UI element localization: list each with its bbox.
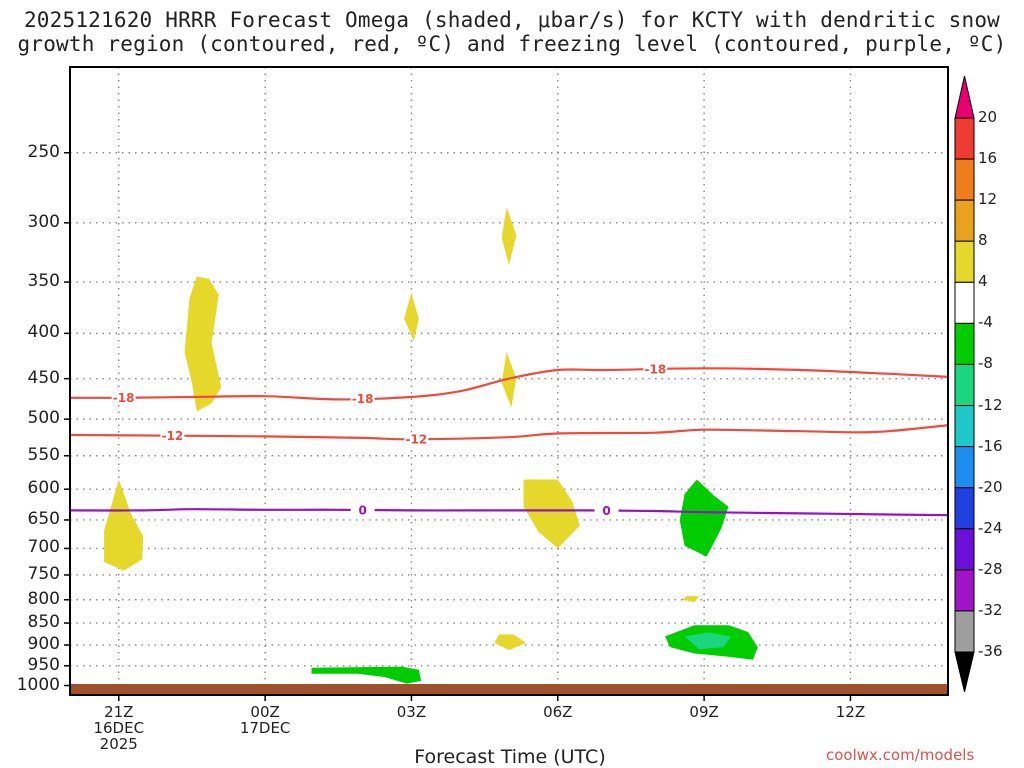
credit-link[interactable]: coolwx.com/models xyxy=(826,746,975,764)
y-tick-label-250: 250 xyxy=(27,141,60,162)
freezing-level-label-0: 0 xyxy=(358,503,366,517)
colorbar-bin-16-to-20 xyxy=(954,117,975,160)
colorbar-bin--8-to--4 xyxy=(954,322,975,365)
colorbar-label-16: 16 xyxy=(978,149,998,168)
colorbar-bin--24-to--20 xyxy=(954,487,975,530)
y-tick-label-500: 500 xyxy=(27,408,60,429)
omega-sink-core-875-910 xyxy=(684,632,731,650)
dgz-minus18-label-0: -18 xyxy=(113,391,135,405)
y-tick-label-900: 900 xyxy=(27,634,60,655)
freezing-level-line xyxy=(70,508,948,517)
colorbar-bin--20-to--16 xyxy=(954,446,975,489)
colorbar-label-12: 12 xyxy=(978,190,998,209)
colorbar-bin--4-to-4 xyxy=(954,281,975,324)
y-tick-label-800: 800 xyxy=(27,588,60,609)
freezing-level-label-1: 0 xyxy=(602,504,610,518)
colorbar-bin--36-to--32 xyxy=(954,610,975,653)
contour-lines: -18 -18 -18 -12 -12 0 0 xyxy=(70,362,948,518)
dgz-minus18-line xyxy=(70,367,948,401)
colorbar-bin--12-to--8 xyxy=(954,363,975,407)
x-tick-label-03Z: 03Z xyxy=(371,704,451,720)
dgz-minus12-label-bg xyxy=(160,428,185,443)
omega-rise-585-700 xyxy=(523,479,580,549)
omega-rise-365-410 xyxy=(404,292,419,341)
omega-rise-600-740 xyxy=(104,479,144,571)
colorbar-label--20: -20 xyxy=(978,477,1003,496)
colorbar-label-20: 20 xyxy=(978,108,998,126)
dgz-minus18-label-bg xyxy=(111,390,136,405)
x-tick-label-06Z: 06Z xyxy=(518,704,598,720)
omega-rise-420-485 xyxy=(501,352,517,408)
y-tick-label-300: 300 xyxy=(27,211,60,232)
y-tick-label-1000: 1000 xyxy=(16,674,60,695)
chart-title-line-1: 2025121620 HRRR Forecast Omega (shaded, … xyxy=(23,8,1001,32)
omega-sink-585-715 xyxy=(679,479,729,557)
x-tick-label-line: 2025 xyxy=(99,735,138,753)
omega-rise-870-910 xyxy=(494,634,527,651)
dgz-minus12-label-0: -12 xyxy=(162,429,184,443)
freezing-level-label-bg xyxy=(350,502,375,517)
colorbar-label--12: -12 xyxy=(978,395,1003,414)
chart-title-line-2: growth region (contoured, red, ºC) and f… xyxy=(17,32,1007,56)
dgz-minus18-label-1: -18 xyxy=(352,392,374,406)
dgz-minus12-line xyxy=(70,424,948,441)
colorbar-label--8: -8 xyxy=(978,354,993,373)
y-tick-label-950: 950 xyxy=(27,654,60,675)
colorbar-label--4: -4 xyxy=(978,313,993,332)
x-tick-label-12Z: 12Z xyxy=(810,704,890,720)
colorbar-top-triangle xyxy=(954,75,975,119)
y-tick-label-700: 700 xyxy=(27,537,60,558)
y-tick-label-850: 850 xyxy=(27,612,60,633)
colorbar-bin-8-to-12 xyxy=(954,199,975,242)
y-tick-label-350: 350 xyxy=(27,271,60,292)
omega-sink-955-990 xyxy=(311,666,422,684)
colorbar-label--16: -16 xyxy=(978,436,1003,455)
x-tick-label-line: 00Z xyxy=(250,703,280,721)
y-tick-label-450: 450 xyxy=(27,367,60,388)
y-tick-label-750: 750 xyxy=(27,563,60,584)
omega-shading xyxy=(104,207,758,684)
x-tick-label-line: 16DEC xyxy=(93,719,145,737)
freezing-level-label-bg xyxy=(594,503,619,518)
x-tick-label-21Z: 21Z 16DEC 2025 xyxy=(79,704,159,752)
dgz-minus12-label-bg xyxy=(404,432,429,447)
omega-rise-790-805 xyxy=(682,595,700,603)
colorbar-label--32: -32 xyxy=(978,600,1003,619)
y-tick-label-650: 650 xyxy=(27,508,60,529)
y-tick-label-400: 400 xyxy=(27,322,60,343)
colorbar-label-4: 4 xyxy=(978,272,988,291)
y-tick-label-550: 550 xyxy=(27,444,60,465)
x-axis-label: Forecast Time (UTC) xyxy=(414,746,606,768)
colorbar-label-8: 8 xyxy=(978,231,988,250)
colorbar-label--24: -24 xyxy=(978,518,1003,537)
x-tick-label-00Z: 00Z 17DEC xyxy=(225,704,305,736)
y-tick-label-600: 600 xyxy=(27,478,60,499)
dgz-minus18-label-bg xyxy=(643,362,668,377)
colorbar-bin--32-to--28 xyxy=(954,569,975,612)
x-tick-label-line: 21Z xyxy=(104,703,134,721)
colorbar-bin--28-to--24 xyxy=(954,528,975,571)
dgz-minus18-label-2: -18 xyxy=(644,363,666,377)
colorbar-bin-4-to-8 xyxy=(954,240,975,283)
colorbar-label--28: -28 xyxy=(978,559,1003,578)
x-tick-label-line: 17DEC xyxy=(239,719,291,737)
x-tick-label-line: 12Z xyxy=(835,703,866,721)
colorbar-label--36: -36 xyxy=(978,642,1003,660)
omega-rise-290-335 xyxy=(501,207,517,266)
plot-frame xyxy=(69,66,949,696)
x-tick-label-line: 06Z xyxy=(543,703,573,721)
dgz-minus12-label-1: -12 xyxy=(405,433,427,447)
colorbar xyxy=(954,75,975,693)
colorbar-bin-12-to-16 xyxy=(954,158,975,201)
gridlines xyxy=(70,67,948,695)
x-tick-label-line: 09Z xyxy=(689,703,719,721)
x-tick-label-line: 03Z xyxy=(396,703,427,721)
dgz-minus18-label-bg xyxy=(350,391,375,406)
omega-rise-350-490 xyxy=(184,276,222,412)
colorbar-bin--16-to--12 xyxy=(954,405,975,448)
colorbar-bottom-triangle xyxy=(954,651,975,693)
x-tick-label-09Z: 09Z xyxy=(664,704,744,720)
ground-surface xyxy=(70,684,948,695)
